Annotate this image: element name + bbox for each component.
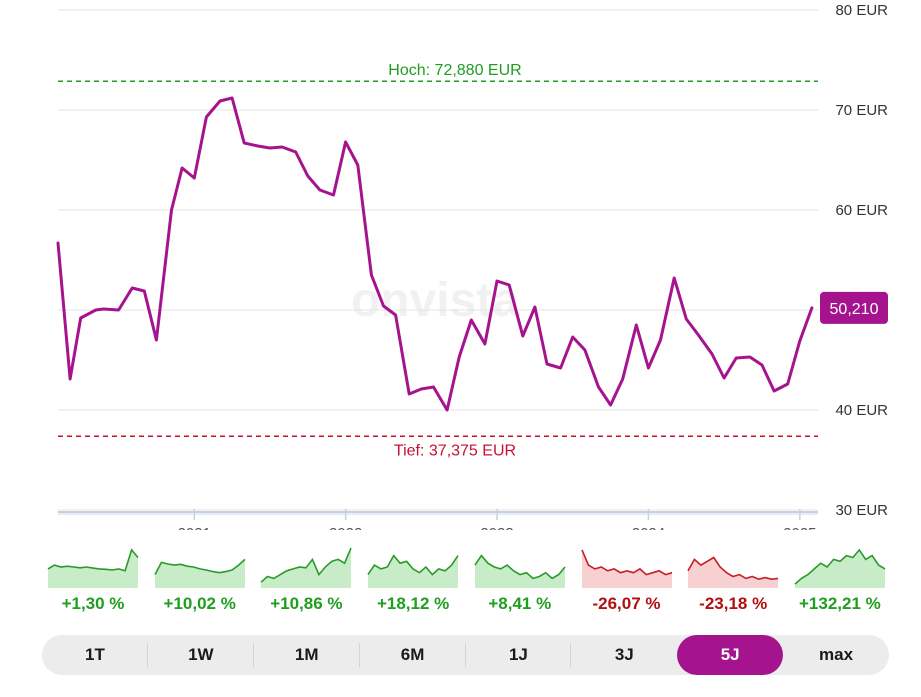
- x-tick-label-2022: 2022: [329, 525, 362, 530]
- sparkline-1: +1,30 %: [46, 542, 140, 618]
- sparkline-chart: [367, 554, 459, 588]
- sparkline-area: [48, 549, 138, 588]
- period-button-6m[interactable]: 6M: [360, 635, 466, 675]
- period-button-1j[interactable]: 1J: [466, 635, 572, 675]
- sparkline-area: [581, 549, 672, 588]
- reference-lines: Hoch: 72,880 EUR Tief: 37,375 EUR: [58, 62, 818, 459]
- sparkline-percent: +10,02 %: [163, 594, 236, 613]
- period-selector: 1T 1W 1M 6M 1J 3J 5J max: [42, 635, 889, 675]
- sparkline-line: [153, 558, 246, 575]
- sparkline-line: [260, 547, 353, 583]
- x-axis: 2021 2022 2023 2024 2025: [58, 509, 818, 530]
- sparkline-line: [367, 554, 459, 576]
- period-button-1t[interactable]: 1T: [42, 635, 148, 675]
- high-label: Hoch: 72,880 EUR: [388, 62, 521, 79]
- sparkline-8: +132,21 %: [793, 542, 887, 618]
- y-tick-label-60: 60 EUR: [835, 202, 888, 219]
- last-value-badge: 50,210: [820, 291, 888, 324]
- sparkline-chart: [794, 548, 886, 588]
- sparkline-line: [580, 549, 672, 576]
- y-tick-label-40: 40 EUR: [835, 402, 888, 419]
- sparkline-3: +10,86 %: [259, 542, 353, 618]
- x-tick-label-2024: 2024: [632, 525, 665, 530]
- sparkline-line: [794, 548, 886, 585]
- sparkline-area: [688, 557, 779, 588]
- sparkline-chart: [47, 548, 139, 588]
- period-button-5j[interactable]: 5J: [677, 635, 784, 675]
- y-tick-label-30: 30 EUR: [835, 502, 888, 519]
- sparkline-chart: [580, 549, 672, 588]
- y-tick-label-80: 80 EUR: [835, 2, 888, 19]
- sparkline-line: [474, 554, 566, 580]
- series-line: [56, 96, 814, 412]
- sparkline-6: -26,07 %: [580, 542, 674, 618]
- sparkline-percent: +18,12 %: [376, 594, 450, 613]
- sparkline-chart: [153, 558, 246, 588]
- sparkline-2: +10,02 %: [153, 542, 247, 618]
- sparkline-7: -23,18 %: [686, 542, 780, 618]
- sparkline-percent: +132,21 %: [799, 594, 881, 613]
- low-label: Tief: 37,375 EUR: [394, 442, 516, 459]
- grid: [58, 9, 818, 511]
- last-value-badge-text: 50,210: [830, 301, 879, 318]
- last-value-badge-bg: [820, 291, 888, 324]
- sparkline-area: [794, 549, 885, 588]
- x-tick-label-2021: 2021: [178, 525, 211, 530]
- sparkline-chart: [687, 556, 779, 588]
- sparkline-line: [687, 556, 779, 581]
- sparkline-percent: -23,18 %: [699, 594, 768, 613]
- performance-sparklines: +1,30 % +10,02 % +10,86 % +18,12 % +8,41 % -2…: [46, 542, 888, 618]
- x-tick-label-2023: 2023: [480, 525, 513, 530]
- period-button-max[interactable]: max: [819, 645, 854, 664]
- y-tick-label-70: 70 EUR: [835, 102, 888, 119]
- sparkline-percent: +1,30 %: [61, 594, 125, 613]
- sparkline-chart: [474, 554, 566, 588]
- sparkline-line: [47, 548, 139, 572]
- sparkline-area: [368, 555, 459, 588]
- period-button-1w[interactable]: 1W: [148, 635, 254, 675]
- sparkline-area: [154, 559, 245, 588]
- sparkline-5: +8,41 %: [473, 542, 567, 618]
- sparkline-4: +18,12 %: [366, 542, 460, 618]
- sparkline-chart: [260, 547, 353, 588]
- period-button-3j[interactable]: 3J: [614, 645, 634, 664]
- sparkline-area: [474, 555, 565, 588]
- sparkline-percent: +8,41 %: [488, 594, 552, 613]
- sparkline-percent: -26,07 %: [592, 594, 661, 613]
- sparkline-percent: +10,86 %: [270, 594, 343, 613]
- x-tick-label-2025: 2025: [783, 525, 816, 530]
- period-button-1m[interactable]: 1M: [254, 635, 360, 675]
